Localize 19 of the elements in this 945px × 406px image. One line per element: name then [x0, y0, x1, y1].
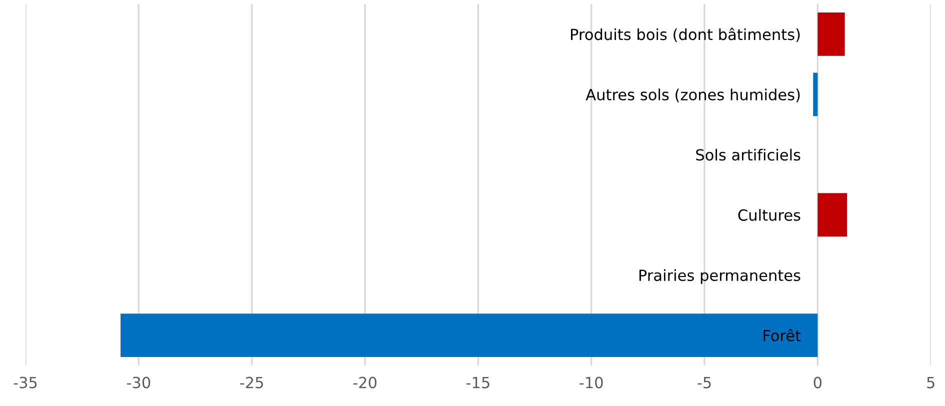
x-tick-label: -25: [240, 376, 263, 388]
y-tick-label: Produits bois (dont bâtiments): [571, 28, 800, 42]
x-tick-label: -20: [353, 376, 376, 388]
x-tick-label: -15: [466, 376, 490, 388]
bar: [818, 12, 845, 56]
bar: [813, 72, 818, 116]
bar: [818, 193, 848, 237]
x-tick-label: 0: [814, 376, 822, 388]
x-tick-label: -10: [580, 376, 603, 388]
x-tick-label: -30: [126, 376, 150, 388]
x-tick-label: -35: [14, 376, 37, 388]
x-tick-label: -5: [698, 376, 711, 388]
bar: [120, 314, 818, 357]
y-tick-label: Sols artificiels: [696, 148, 800, 161]
y-tick-label: Cultures: [738, 209, 800, 221]
x-tick-label: 5: [927, 376, 934, 388]
y-tick-label: Autres sols (zones humides): [586, 88, 800, 102]
y-tick-label: Prairies permanentes: [639, 269, 800, 284]
y-tick-label: Forêt: [764, 328, 801, 342]
